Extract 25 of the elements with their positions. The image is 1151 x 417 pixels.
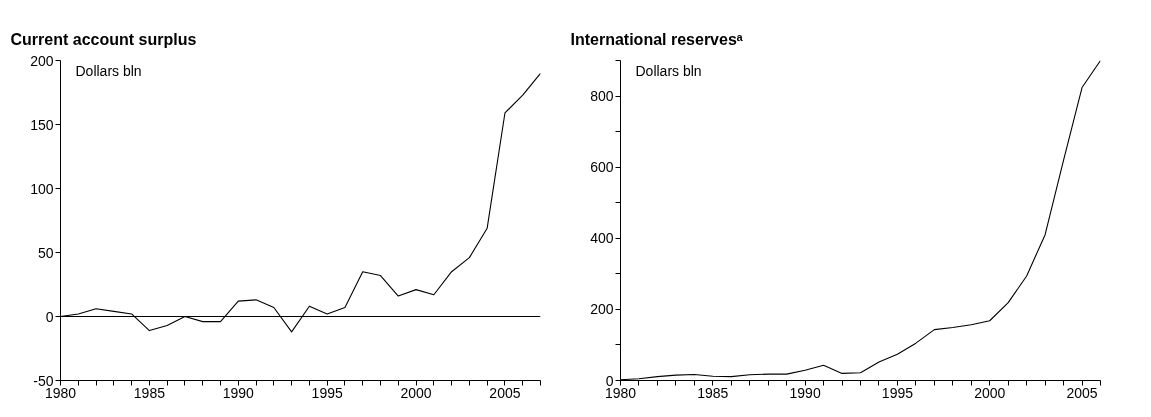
y-axis-title: Dollars bln: [75, 62, 142, 79]
x-tick-label: 1990: [789, 384, 821, 401]
x-tick-label: 2000: [400, 384, 432, 401]
y-tick-label: 400: [590, 230, 614, 247]
x-tick-label: 2005: [489, 384, 521, 401]
y-axis-title: Dollars bln: [635, 62, 702, 79]
y-tick-label: 0: [45, 308, 54, 325]
x-tick-label: 1990: [222, 384, 255, 401]
x-tick-label: 1995: [881, 384, 914, 401]
y-tick-label: -50: [33, 372, 54, 389]
x-tick-label: 1985: [697, 384, 729, 401]
y-tick-label: 150: [30, 116, 54, 133]
y-tick-label: 600: [590, 159, 614, 176]
y-tick-label: 50: [37, 244, 54, 261]
chart-title: Current account surplus: [10, 31, 197, 48]
x-tick-label: 1985: [133, 384, 166, 401]
y-tick-label: 200: [30, 52, 54, 69]
chart-title: International reservesᵃ: [570, 31, 743, 48]
y-tick-label: 200: [590, 301, 614, 318]
x-tick-label: 2000: [974, 384, 1006, 401]
y-tick-label: 800: [590, 88, 614, 105]
x-tick-label: 2005: [1066, 384, 1098, 401]
y-tick-label: 0: [605, 372, 614, 389]
y-tick-label: 100: [30, 180, 54, 197]
x-tick-label: 1995: [311, 384, 343, 401]
